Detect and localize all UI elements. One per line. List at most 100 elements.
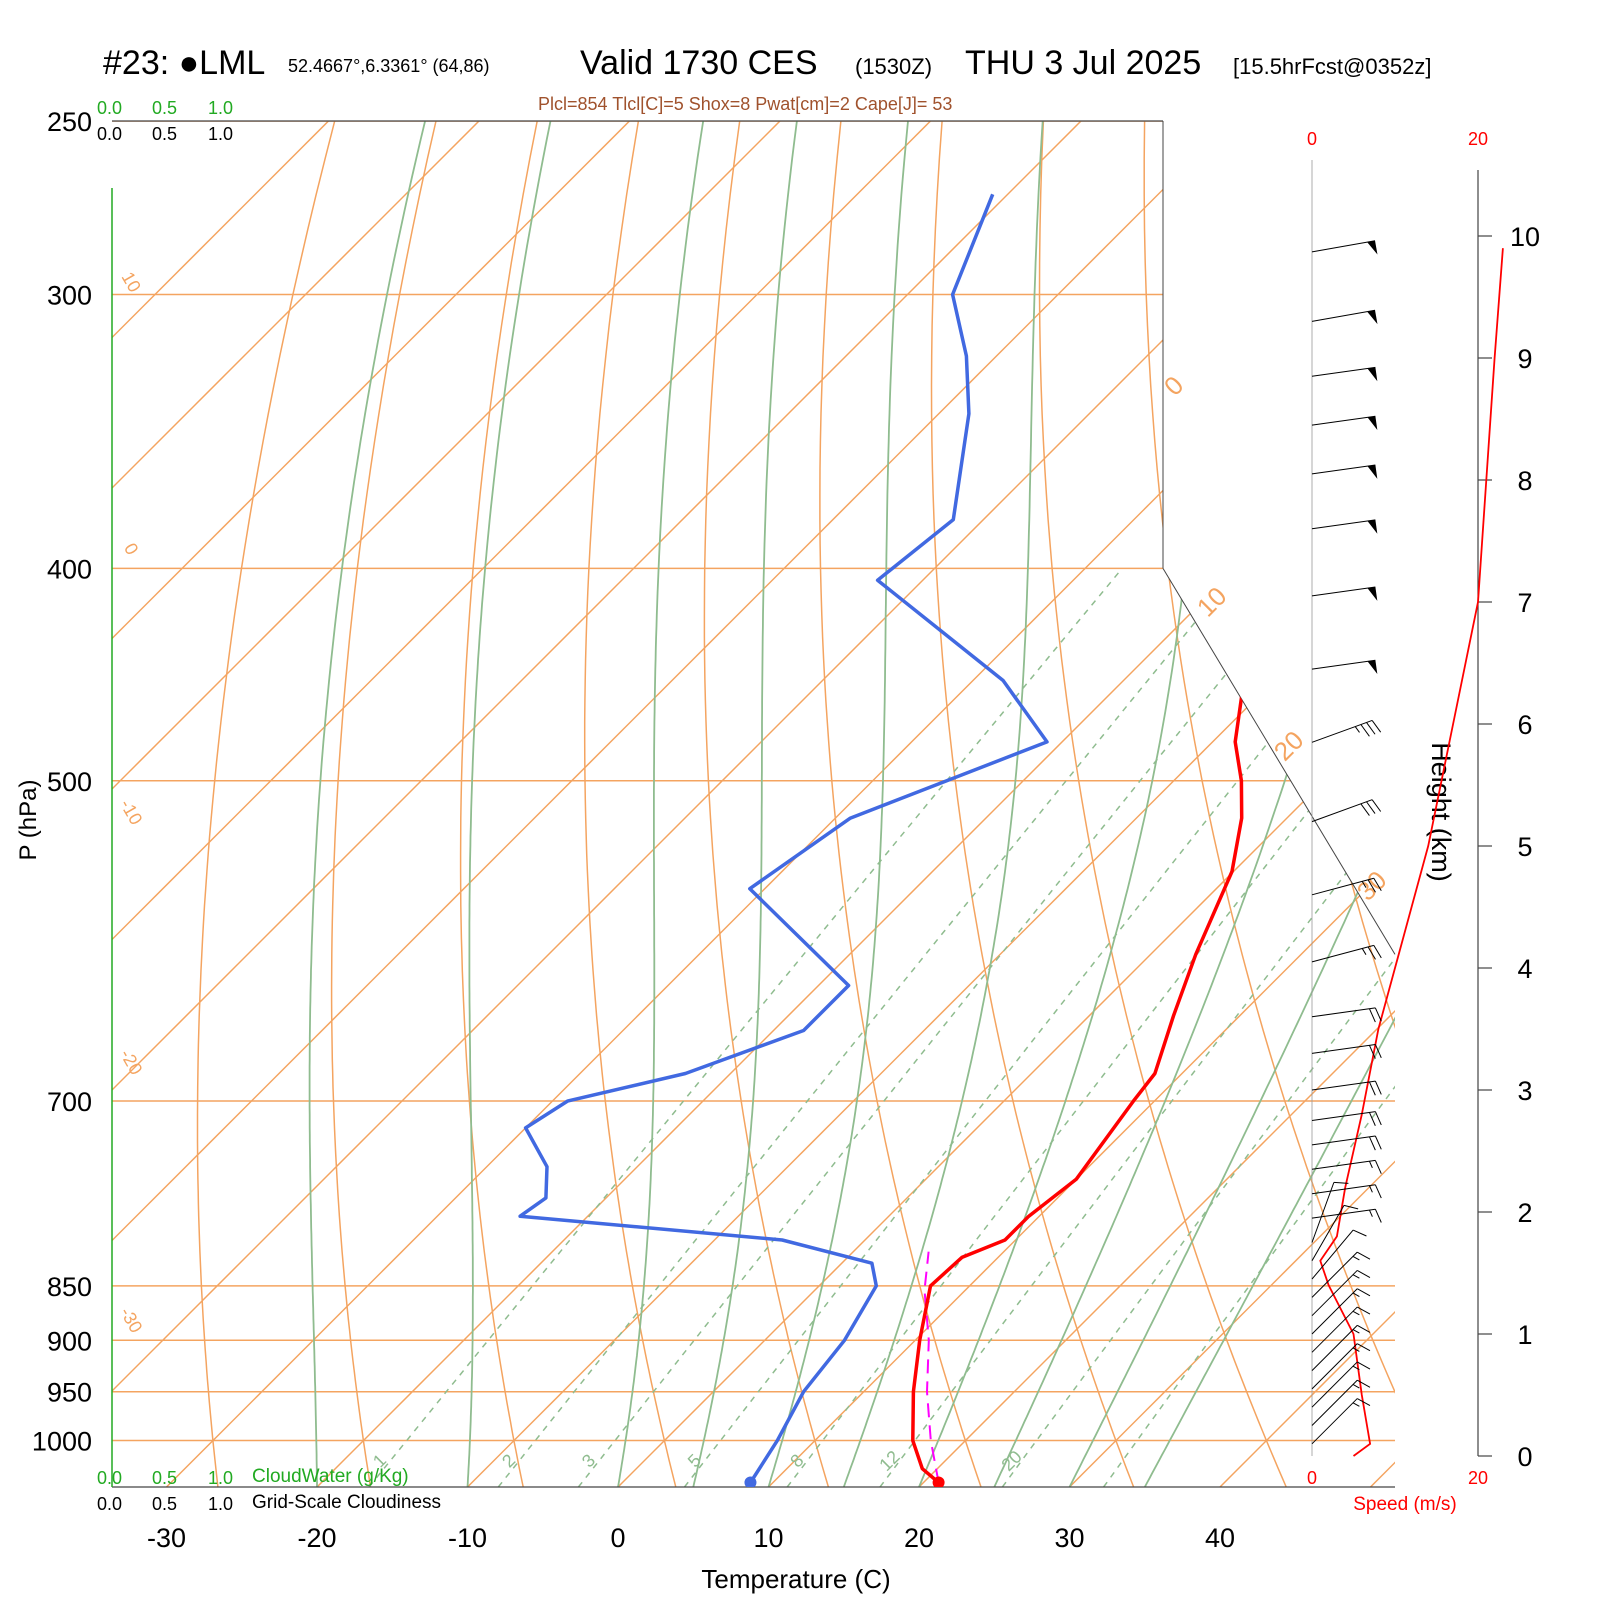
cloud-scale-top-green: 0.0 — [97, 98, 122, 118]
wind-barb-flag — [1366, 722, 1376, 735]
wind-barb-flag — [1374, 1111, 1382, 1126]
isotherm-line — [112, 121, 1383, 1487]
chart-grid — [112, 121, 1600, 1487]
dry-adiabat-line — [196, 121, 336, 1487]
wind-barb — [1311, 944, 1382, 963]
wind-barb-flag — [1368, 1136, 1376, 1151]
isotherm-line — [617, 121, 1395, 1487]
wind-barb-staff — [1311, 1361, 1358, 1408]
wind-barb — [1311, 1208, 1382, 1223]
temperature-tick-label: -10 — [448, 1523, 487, 1553]
wind-barb-flag — [1357, 1270, 1371, 1278]
wind-barb-flag — [1368, 1045, 1376, 1059]
wind-barb-flag — [1374, 1160, 1382, 1174]
wind-barb-half-flag — [1352, 1347, 1360, 1352]
wind-barb-flag — [1357, 1324, 1371, 1333]
wind-barb-staff — [1311, 1205, 1345, 1262]
cloud-scale-top-green: 0.5 — [152, 98, 177, 118]
isotherm-label-right: 10 — [1191, 581, 1233, 623]
temperature-tick-label: 0 — [610, 1523, 625, 1553]
wind-barb — [1311, 1343, 1371, 1390]
pressure-tick-label: 400 — [47, 554, 92, 584]
wind-barb-flag — [1357, 1306, 1371, 1315]
pressure-tick-label: 500 — [47, 767, 92, 797]
wind-barb — [1311, 464, 1378, 479]
wind-barb-flag — [1360, 724, 1370, 737]
wind-barb — [1311, 1288, 1371, 1335]
wind-speed-profile — [1319, 248, 1504, 1457]
wind-barb-half-flag — [1368, 1185, 1373, 1193]
wind-barb — [1311, 799, 1382, 823]
wind-barb-pennant — [1367, 586, 1378, 601]
pressure-tick-label: 950 — [47, 1378, 92, 1408]
wind-barb-pennant — [1367, 416, 1378, 431]
wind-barb-flag — [1343, 1204, 1359, 1210]
wind-barb-staff — [1311, 1343, 1358, 1390]
mixing-ratio-line — [497, 567, 1240, 1487]
moist-adiabat-line — [308, 121, 426, 1487]
wind-barb-staff — [1311, 1251, 1358, 1298]
wind-barb-half-flag — [1368, 1161, 1373, 1169]
wind-barb — [1311, 1184, 1382, 1199]
height-tick-label: 1 — [1517, 1320, 1532, 1350]
wind-barb-flag — [1357, 1361, 1371, 1370]
wind-barb-flag — [1368, 1081, 1376, 1096]
temperature-tick-label: 30 — [1054, 1523, 1084, 1553]
wind-barb-staff — [1311, 1135, 1376, 1146]
cloudiness-label: Grid-Scale Cloudiness — [252, 1492, 441, 1513]
wind-barb-flag — [1371, 720, 1382, 733]
mixing-ratio-label: 8 — [786, 1450, 807, 1471]
wind-barb — [1311, 1229, 1367, 1280]
wind-barb-half-flag — [1352, 1365, 1360, 1371]
mixing-ratio-label: 12 — [875, 1447, 903, 1475]
cloud-scale-bottom-black: 0.0 — [97, 1494, 122, 1514]
wind-barb — [1311, 1007, 1382, 1023]
wind-barb — [1311, 1159, 1382, 1174]
wind-barb-half-flag — [1352, 1402, 1360, 1407]
wind-barb-flag — [1367, 879, 1376, 893]
dry-adiabat-line — [819, 121, 982, 1487]
dry-adiabat-line — [1143, 121, 1395, 1487]
pressure-tick-label: 1000 — [32, 1427, 92, 1457]
wind-barb-staff — [1311, 944, 1374, 963]
wind-barb — [1311, 1361, 1371, 1408]
dry-adiabat-line — [583, 121, 677, 1487]
pressure-tick-label: 300 — [47, 281, 92, 311]
wind-barb — [1311, 240, 1378, 255]
wind-barb-staff — [1311, 1306, 1358, 1353]
isotherm-line — [112, 121, 631, 1487]
wind-barb — [1311, 1111, 1382, 1126]
isotherm-label: 10 — [118, 268, 145, 295]
wind-barb-pennant — [1367, 464, 1378, 479]
wind-barb-staff — [1311, 1270, 1358, 1317]
pressure-tick-label: 900 — [47, 1326, 92, 1356]
pressure-tick-label: 850 — [47, 1272, 92, 1302]
moist-adiabat-line — [918, 121, 1210, 1487]
dry-adiabat-line — [459, 121, 538, 1487]
wind-barb-flag — [1333, 1181, 1349, 1184]
isotherm-label: -10 — [116, 796, 146, 829]
isotherm-line — [1068, 121, 1395, 1487]
moist-adiabat-line — [692, 121, 798, 1487]
height-tick-label: 10 — [1510, 222, 1540, 252]
wind-barb-flag — [1352, 1229, 1367, 1237]
wind-barb — [1311, 1379, 1371, 1426]
temperature-tick-label: 10 — [753, 1523, 783, 1553]
moist-adiabat-line — [1144, 121, 1395, 1487]
wind-barb — [1311, 1043, 1382, 1059]
wind-barb-flag — [1368, 1112, 1376, 1126]
cloud-scale-bottom-green: 0.0 — [97, 1468, 122, 1488]
wind-barb-half-flag — [1352, 1310, 1360, 1316]
dry-adiabat-line — [1550, 121, 1600, 1487]
isotherm-label-right: 20 — [1268, 725, 1310, 767]
isotherm-line — [112, 121, 1082, 1487]
wind-barb-staff — [1311, 1184, 1376, 1195]
wind-barb-staff — [1311, 877, 1374, 896]
isotherm-line — [1369, 121, 1395, 1487]
cloud-scale-bottom-green: 1.0 — [208, 1468, 233, 1488]
dewpoint-line — [518, 193, 1049, 1484]
wind-barb — [1311, 659, 1378, 675]
dry-adiabat-line — [1448, 121, 1600, 1487]
wind-barb-staff — [1311, 240, 1376, 253]
